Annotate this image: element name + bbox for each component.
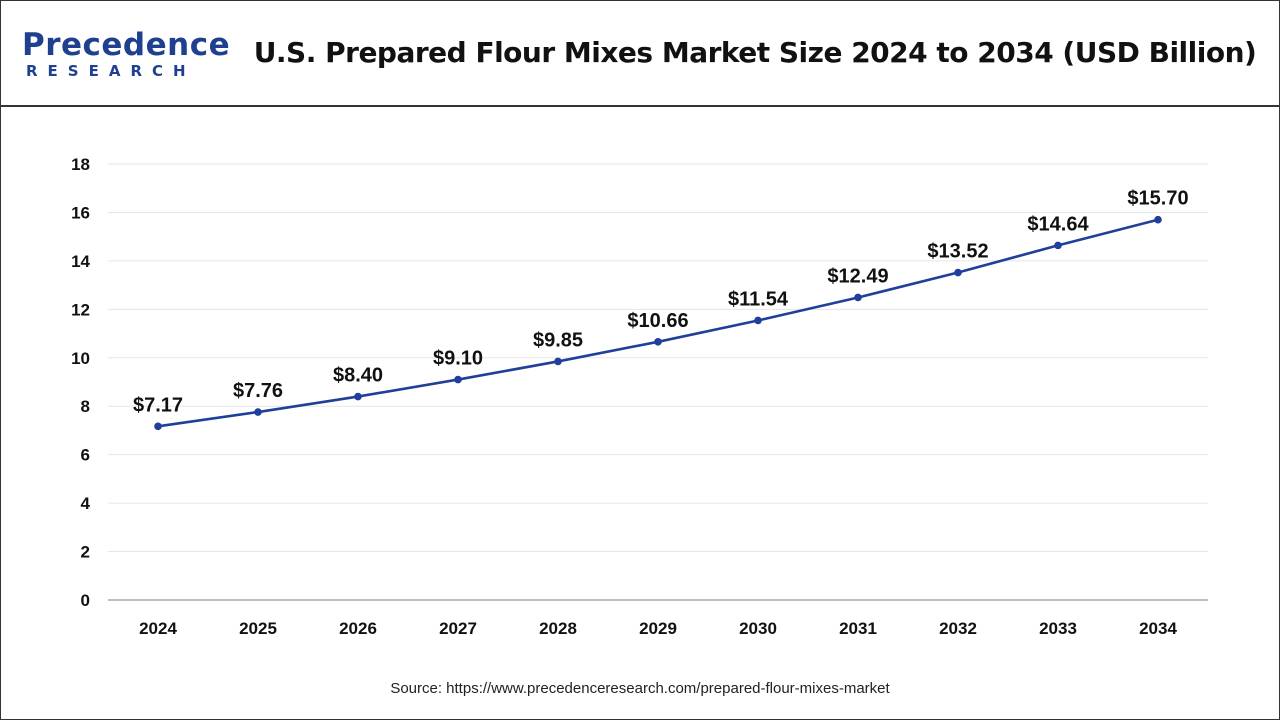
data-point: [654, 337, 662, 346]
data-label: $15.70: [1127, 188, 1188, 210]
data-point: [1154, 215, 1162, 224]
x-tick-label: 2026: [339, 619, 377, 638]
y-tick-label: 18: [71, 155, 90, 174]
y-tick-label: 0: [81, 591, 90, 610]
data-point: [554, 357, 562, 366]
data-point: [154, 422, 162, 431]
data-label: $10.66: [627, 310, 688, 332]
data-point: [854, 293, 862, 302]
data-point: [254, 408, 262, 416]
data-label: $9.10: [433, 348, 483, 370]
logo-wordmark: Precedence: [22, 27, 231, 63]
data-label: $12.49: [827, 265, 888, 287]
x-tick-label: 2027: [439, 619, 477, 638]
x-tick-label: 2024: [139, 619, 177, 638]
y-tick-label: 14: [71, 252, 90, 271]
x-tick-label: 2034: [1139, 619, 1177, 638]
data-point: [354, 392, 362, 401]
x-tick-label: 2032: [939, 619, 977, 638]
data-point: [754, 316, 762, 325]
logo-subtitle: RESEARCH: [26, 62, 196, 80]
data-label: $8.40: [333, 365, 383, 387]
x-tick-label: 2030: [739, 619, 777, 638]
y-tick-label: 16: [71, 203, 90, 222]
x-tick-label: 2025: [239, 619, 277, 638]
data-point: [1054, 241, 1062, 250]
data-label: $14.64: [1027, 213, 1089, 235]
source-note: Source: https://www.precedenceresearch.c…: [390, 680, 890, 697]
x-tick-label: 2029: [639, 619, 677, 638]
header: Precedence RESEARCH U.S. Prepared Flour …: [0, 0, 1280, 107]
y-tick-label: 4: [81, 494, 91, 513]
line-chart: 0 2 4 6 8 10 12 14 16 18 2024 2025 2026 2027 2028 2029 2…: [71, 155, 1208, 638]
data-label: $7.17: [133, 394, 183, 416]
brand-logo: Precedence RESEARCH: [22, 28, 230, 84]
y-tick-label: 10: [71, 349, 90, 368]
data-label: $13.52: [927, 241, 988, 263]
y-tick-label: 2: [81, 543, 90, 562]
data-label: $9.85: [533, 329, 583, 351]
data-label: $7.76: [233, 380, 283, 402]
x-tick-label: 2028: [539, 619, 577, 638]
chart-title: U.S. Prepared Flour Mixes Market Size 20…: [253, 36, 1257, 69]
data-point: [954, 268, 962, 277]
y-tick-label: 6: [81, 446, 90, 465]
x-tick-label: 2031: [839, 619, 877, 638]
data-label: $11.54: [728, 288, 789, 310]
x-tick-label: 2033: [1039, 619, 1077, 638]
y-tick-label: 12: [71, 300, 90, 319]
y-tick-label: 8: [81, 397, 90, 416]
data-point: [454, 375, 462, 384]
